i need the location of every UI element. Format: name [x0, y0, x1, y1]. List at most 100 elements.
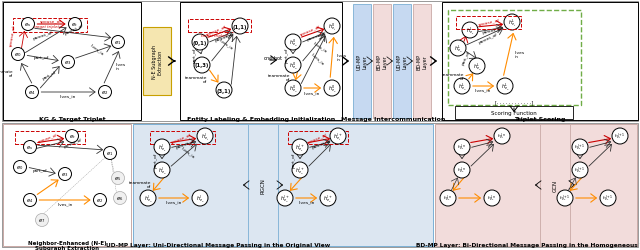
- Text: RGCN: RGCN: [260, 177, 266, 193]
- Circle shape: [232, 19, 248, 35]
- Circle shape: [285, 81, 301, 96]
- Bar: [413, 5, 431, 118]
- Text: parent_of: parent_of: [312, 139, 332, 150]
- Circle shape: [104, 147, 116, 160]
- Text: spouse_of: spouse_of: [38, 133, 58, 144]
- Text: part_of: part_of: [154, 152, 158, 167]
- Text: BD-MP
Layer: BD-MP Layer: [417, 54, 428, 70]
- Text: teammate
of: teammate of: [268, 74, 290, 82]
- Text: $h^0_{e_4}$: $h^0_{e_4}$: [289, 83, 298, 94]
- Circle shape: [99, 86, 111, 99]
- Text: $e_3$: $e_3$: [61, 170, 68, 178]
- Text: $e_t$: $e_t$: [68, 132, 76, 140]
- Text: $e_0$: $e_0$: [14, 51, 22, 59]
- Circle shape: [277, 190, 293, 206]
- Text: spouse_of: spouse_of: [9, 25, 17, 47]
- Text: $e_1$: $e_1$: [106, 150, 114, 157]
- Text: part_of: part_of: [41, 70, 57, 81]
- Text: (0,1): (0,1): [193, 40, 207, 45]
- Text: $h^{l+}_{e_t}$: $h^{l+}_{e_t}$: [333, 131, 343, 142]
- Text: teammate
of: teammate of: [442, 72, 464, 81]
- Bar: [442, 3, 638, 120]
- Text: $h^l_{e_4}$: $h^l_{e_4}$: [144, 192, 152, 204]
- Text: GCN: GCN: [552, 179, 557, 191]
- Bar: [15, 132, 85, 144]
- Text: spouse_of: spouse_of: [306, 132, 328, 144]
- Text: $e_2$: $e_2$: [97, 196, 104, 204]
- Bar: [3, 3, 141, 120]
- Text: target triplet: target triplet: [200, 34, 225, 38]
- Text: N-E Subgraph
Extraction: N-E Subgraph Extraction: [152, 45, 163, 79]
- Text: parent_of: parent_of: [64, 24, 84, 36]
- Text: lives_in: lives_in: [166, 199, 182, 203]
- Text: lives_in: lives_in: [475, 88, 491, 92]
- Circle shape: [462, 23, 478, 39]
- Text: part_of: part_of: [285, 47, 289, 62]
- Circle shape: [140, 190, 156, 206]
- Circle shape: [612, 128, 628, 144]
- Text: lives_in: lives_in: [218, 38, 234, 50]
- Text: part_of: part_of: [193, 47, 197, 62]
- Circle shape: [320, 190, 336, 206]
- Text: $h^{l+}_{e_4}$: $h^{l+}_{e_4}$: [280, 192, 290, 204]
- Circle shape: [111, 36, 125, 49]
- Text: $h^{l+1}_{e_4}$: $h^{l+1}_{e_4}$: [559, 193, 571, 203]
- Circle shape: [113, 192, 127, 205]
- Text: spouse_of: spouse_of: [478, 19, 500, 27]
- Bar: [353, 5, 371, 118]
- Circle shape: [324, 19, 340, 35]
- Text: Triplet Scoring: Triplet Scoring: [515, 116, 566, 121]
- Circle shape: [22, 18, 35, 31]
- Circle shape: [497, 79, 513, 94]
- Bar: [143, 28, 171, 96]
- Text: $e_4$: $e_4$: [26, 196, 34, 204]
- Text: $e_s$: $e_s$: [24, 21, 31, 29]
- Circle shape: [469, 59, 485, 75]
- Text: $h^0_{e_t}$: $h^0_{e_t}$: [328, 21, 336, 32]
- Text: $h^{l+}_{e_2}$: $h^{l+}_{e_2}$: [323, 192, 333, 204]
- Text: $e_s$: $e_s$: [26, 144, 33, 151]
- Text: $h^{l+}_{e_3}$: $h^{l+}_{e_3}$: [295, 165, 305, 176]
- Circle shape: [504, 15, 520, 31]
- Bar: [540, 124, 570, 246]
- Text: (3,1): (3,1): [217, 88, 231, 93]
- Text: UD-MP
Layer: UD-MP Layer: [356, 54, 367, 70]
- Bar: [2, 2, 638, 122]
- Circle shape: [440, 190, 456, 206]
- Circle shape: [557, 190, 573, 206]
- Text: lives_in: lives_in: [312, 40, 328, 53]
- Text: teammate
of: teammate of: [0, 70, 13, 78]
- Circle shape: [454, 140, 470, 156]
- Text: UD-MP Layer: Uni-Directional Message Passing in the Original View: UD-MP Layer: Uni-Directional Message Pas…: [106, 242, 330, 248]
- Circle shape: [324, 81, 340, 96]
- Text: BD-MP
Layer: BD-MP Layer: [376, 54, 387, 70]
- Circle shape: [572, 140, 588, 156]
- Text: $h^L_{e_2}$: $h^L_{e_2}$: [500, 81, 509, 92]
- Text: $h^{l,n}_{e_s}$: $h^{l,n}_{e_s}$: [458, 142, 467, 153]
- Text: parent_of: parent_of: [214, 32, 236, 43]
- Bar: [180, 3, 342, 120]
- Text: lives
in: lives in: [116, 62, 126, 71]
- Text: parent_of: parent_of: [481, 27, 502, 35]
- Text: $h^{l+}_{e_s}$: $h^{l+}_{e_s}$: [295, 142, 305, 153]
- Text: part_of: part_of: [33, 56, 49, 60]
- Circle shape: [450, 41, 466, 57]
- Text: $e_4$: $e_4$: [28, 89, 36, 96]
- Circle shape: [24, 194, 36, 207]
- Bar: [2, 124, 638, 247]
- Circle shape: [154, 162, 170, 178]
- Text: Message Intercommunication: Message Intercommunication: [341, 116, 445, 121]
- Bar: [435, 124, 637, 246]
- Circle shape: [154, 140, 170, 156]
- Circle shape: [194, 58, 210, 74]
- Text: UD-MP
Layer: UD-MP Layer: [397, 54, 408, 70]
- Bar: [288, 132, 348, 144]
- Text: lives_in: lives_in: [58, 201, 72, 205]
- Text: lives_in: lives_in: [299, 199, 315, 203]
- Text: lives
in: lives in: [337, 54, 347, 62]
- Text: spouse_of: spouse_of: [299, 25, 321, 37]
- Text: parent_of: parent_of: [63, 137, 83, 148]
- Text: $h^L_{e_4}$: $h^L_{e_4}$: [458, 81, 467, 92]
- Text: $h^l_{e_t}$: $h^l_{e_t}$: [201, 131, 209, 142]
- Text: target triplet: target triplet: [33, 25, 58, 29]
